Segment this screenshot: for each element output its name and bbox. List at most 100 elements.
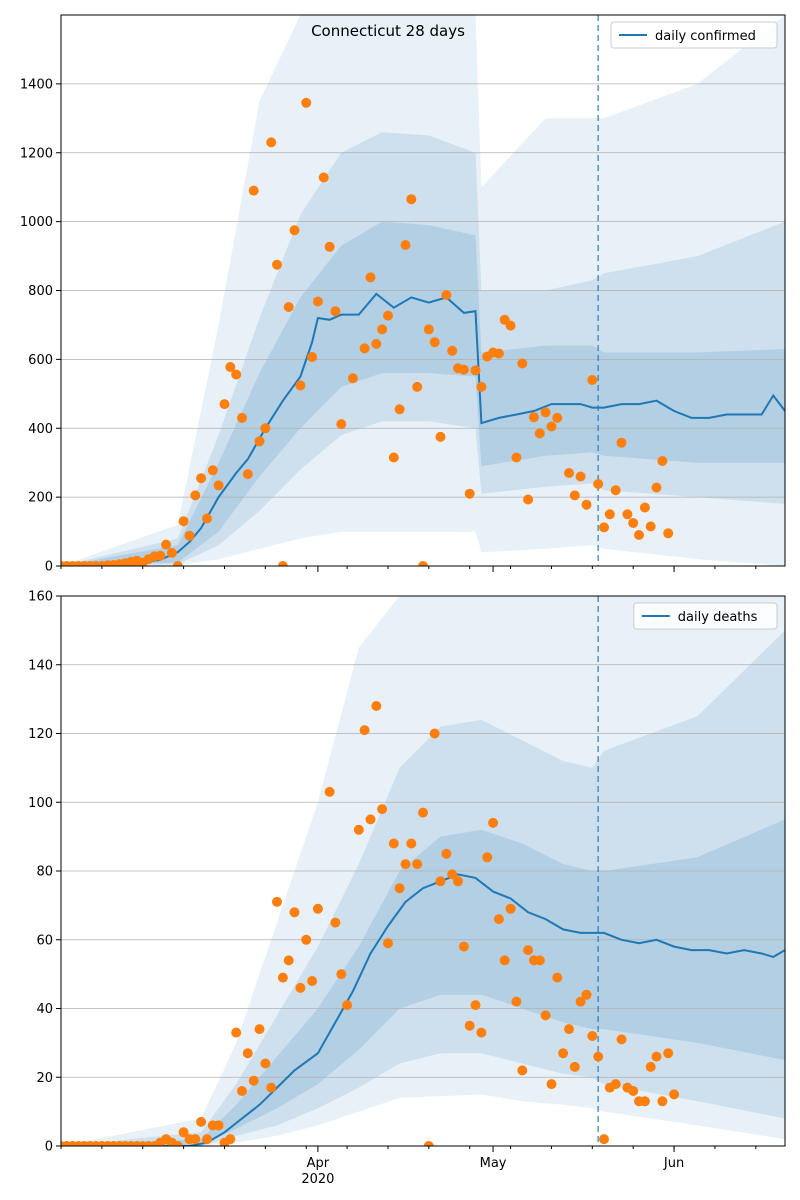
data-point bbox=[388, 452, 399, 463]
data-point bbox=[289, 225, 300, 236]
data-point bbox=[651, 1051, 662, 1062]
data-point bbox=[155, 550, 166, 561]
legend-box bbox=[633, 602, 778, 630]
data-point bbox=[616, 437, 627, 448]
data-point bbox=[476, 381, 487, 392]
data-point bbox=[435, 431, 446, 442]
data-point bbox=[599, 1134, 609, 1145]
data-point bbox=[628, 518, 639, 528]
data-point bbox=[622, 509, 633, 520]
band-inner-area bbox=[61, 819, 785, 1146]
data-point bbox=[470, 365, 481, 376]
data-point bbox=[196, 1116, 207, 1127]
data-point bbox=[441, 848, 452, 859]
data-point bbox=[184, 530, 195, 541]
data-point bbox=[225, 362, 236, 372]
data-point bbox=[628, 1086, 639, 1096]
data-point bbox=[371, 338, 382, 349]
data-point bbox=[458, 941, 469, 952]
y-tick-label: 20 bbox=[36, 1071, 53, 1086]
data-point bbox=[546, 421, 557, 432]
data-point bbox=[324, 241, 335, 252]
data-point bbox=[365, 814, 376, 825]
data-point bbox=[406, 194, 417, 205]
data-point bbox=[301, 97, 312, 108]
data-point bbox=[266, 137, 277, 148]
data-point bbox=[423, 324, 434, 335]
data-point bbox=[312, 296, 323, 307]
x-tick-label: May bbox=[480, 1156, 507, 1171]
data-point bbox=[289, 907, 300, 918]
data-point bbox=[453, 876, 463, 887]
y-tick-label: 400 bbox=[28, 422, 53, 437]
data-point bbox=[307, 976, 318, 986]
plot-content bbox=[61, 596, 785, 1146]
data-point bbox=[575, 471, 586, 482]
data-point bbox=[237, 1086, 247, 1096]
data-point bbox=[663, 528, 674, 539]
data-point bbox=[377, 804, 388, 815]
data-point bbox=[394, 404, 405, 415]
data-point bbox=[237, 412, 247, 423]
data-point bbox=[272, 259, 282, 270]
data-point bbox=[342, 1000, 353, 1011]
data-point bbox=[587, 375, 598, 385]
data-point bbox=[312, 903, 323, 914]
y-tick-label: 80 bbox=[36, 865, 53, 880]
data-point bbox=[301, 934, 312, 945]
data-point bbox=[406, 838, 417, 849]
data-point bbox=[482, 852, 493, 863]
data-point bbox=[202, 513, 212, 524]
y-tick-label: 800 bbox=[28, 284, 53, 299]
data-point bbox=[388, 838, 399, 849]
data-point bbox=[254, 436, 265, 447]
data-point bbox=[254, 1024, 265, 1035]
data-point bbox=[190, 1134, 201, 1145]
data-point bbox=[540, 1010, 551, 1021]
legend-label: daily deaths bbox=[678, 610, 758, 625]
legend-label: daily confirmed bbox=[655, 29, 756, 44]
data-point bbox=[231, 1027, 242, 1038]
data-point bbox=[552, 972, 563, 983]
data-point bbox=[534, 428, 545, 439]
data-point bbox=[511, 452, 522, 463]
data-point bbox=[493, 348, 504, 359]
data-point bbox=[441, 290, 452, 300]
y-tick-label: 0 bbox=[45, 560, 53, 575]
y-tick-label: 140 bbox=[28, 658, 53, 673]
data-point bbox=[336, 419, 347, 430]
data-point bbox=[447, 869, 458, 880]
data-point bbox=[283, 302, 294, 312]
y-tick-label: 200 bbox=[28, 491, 53, 506]
data-point bbox=[447, 345, 458, 356]
data-point bbox=[207, 465, 218, 476]
data-point bbox=[669, 1089, 680, 1100]
band-inner-area bbox=[61, 221, 785, 566]
data-point bbox=[604, 509, 615, 520]
data-point bbox=[558, 1048, 569, 1059]
data-point bbox=[663, 1048, 674, 1059]
data-point bbox=[523, 945, 534, 956]
data-point bbox=[242, 469, 253, 480]
data-point bbox=[277, 561, 288, 566]
data-point bbox=[400, 240, 411, 250]
data-point bbox=[645, 1061, 656, 1072]
legend-box bbox=[610, 21, 778, 49]
data-point bbox=[248, 185, 259, 196]
data-point bbox=[394, 883, 405, 894]
data-point bbox=[231, 369, 242, 380]
data-point bbox=[347, 373, 358, 384]
y-tick-label: 1400 bbox=[20, 77, 53, 92]
data-point bbox=[412, 859, 423, 870]
data-point bbox=[616, 1034, 627, 1045]
data-point bbox=[359, 725, 370, 736]
data-point bbox=[476, 1027, 487, 1038]
data-point bbox=[593, 479, 604, 489]
data-point bbox=[166, 547, 177, 558]
data-point bbox=[657, 456, 668, 466]
data-point bbox=[639, 1096, 650, 1107]
data-point bbox=[470, 1000, 481, 1011]
data-point bbox=[458, 364, 469, 375]
x-tick-label: Jun bbox=[663, 1156, 684, 1171]
